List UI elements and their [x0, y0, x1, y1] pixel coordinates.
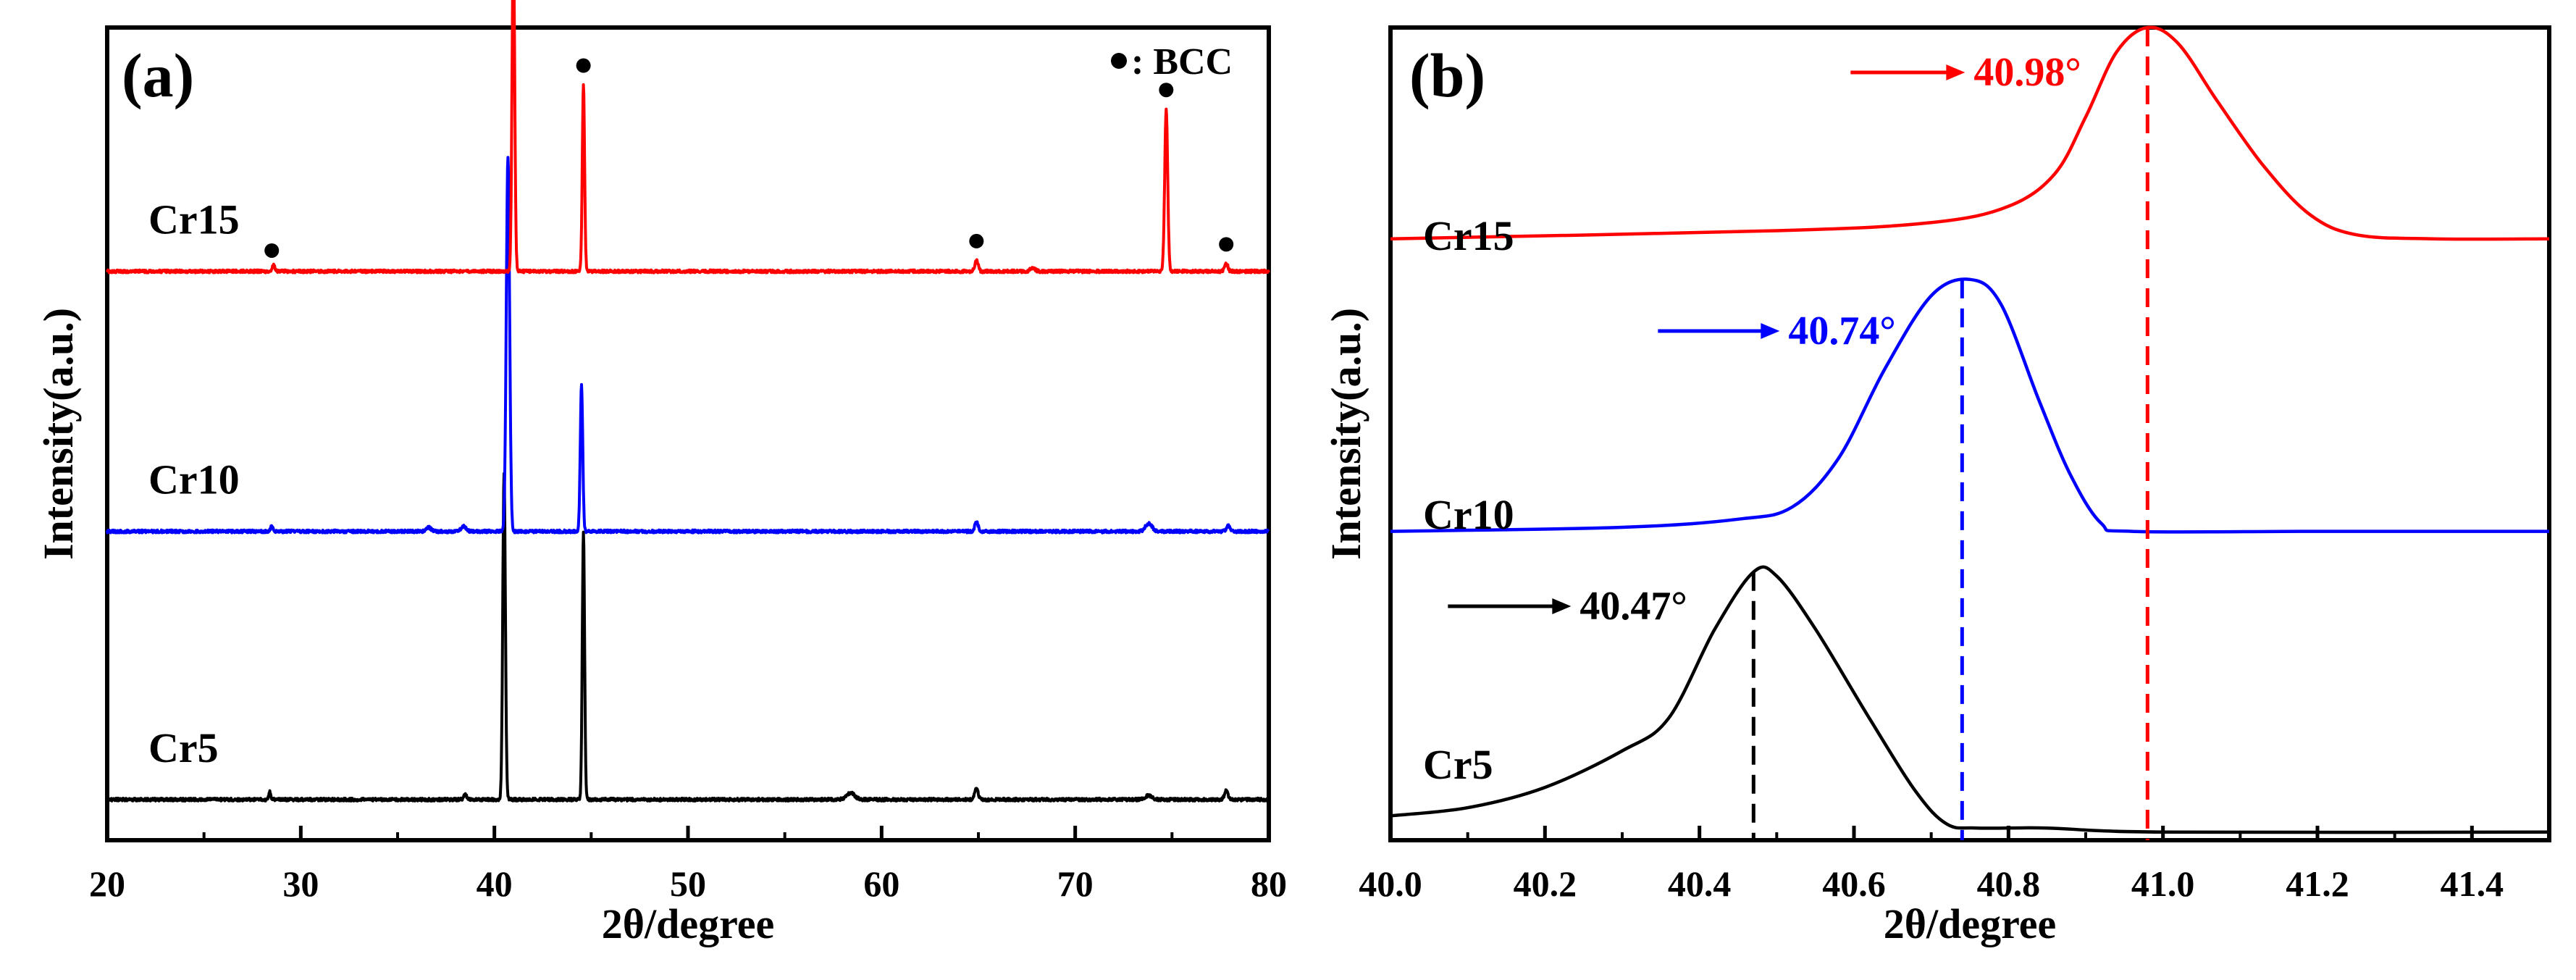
panel-a-series-label: Cr5: [148, 724, 219, 771]
peak-annotation: 40.74°: [1788, 309, 1895, 353]
panel-a-tick-label: 70: [1057, 863, 1094, 904]
panel-b-line-cr15: [1390, 25, 2550, 241]
panel-a-line-cr5: [106, 472, 1270, 803]
panel-a-line-cr10: [106, 156, 1270, 535]
arrow-head-icon: [1946, 64, 1965, 80]
panel-b-line-cr10: [1390, 277, 2549, 534]
panel-b-x-axis: 40.0 40.2 40.4 40.6 40.8 41.0 41.2 41.4: [1359, 826, 2504, 904]
panel-b-label: (b): [1409, 41, 1485, 110]
peak-annotation: 40.98°: [1973, 50, 2081, 95]
bcc-marker: [264, 243, 280, 258]
panel-b-series: Cr5 Cr10 Cr15: [1390, 25, 2550, 834]
panel-a-tick-label: 20: [89, 863, 125, 904]
panel-a-line-cr15: [106, 0, 1270, 275]
panel-b-tick-label: 40.0: [1359, 863, 1422, 904]
panel-b-series-label: Cr10: [1423, 491, 1514, 538]
panel-b-tick-label: 41.0: [2131, 863, 2195, 904]
bcc-legend: : BCC: [1111, 41, 1233, 83]
arrow-head-icon: [1552, 598, 1572, 614]
bcc-legend-text: : BCC: [1131, 41, 1233, 83]
panel-a-tick-label: 30: [282, 863, 319, 904]
panel-a-ylabel: Intensity(a.u.): [35, 308, 82, 560]
panel-a-bcc-markers: [264, 58, 1234, 258]
panel-b-frame: [1388, 25, 2551, 842]
panel-b-tick-label: 41.2: [2286, 863, 2349, 904]
panel-a-x-axis: 20 30 40 50 60 70 80: [89, 826, 1287, 904]
panel-b-tick-label: 40.2: [1514, 863, 1577, 904]
panel-a-xlabel: 2θ/degree: [602, 900, 775, 947]
peak-annotation: 40.47°: [1579, 584, 1687, 629]
arrow-head-icon: [1761, 323, 1780, 339]
bcc-marker: [576, 58, 591, 73]
panel-b-series-label: Cr5: [1423, 741, 1493, 788]
panel-a-series: Cr5 Cr10 Cr15: [106, 0, 1270, 803]
panel-b-xlabel: 2θ/degree: [1884, 900, 2057, 947]
panel-b-tick-label: 40.6: [1822, 863, 1886, 904]
panel-b-tick-label: 41.4: [2441, 863, 2504, 904]
panel-a-series-label: Cr10: [148, 456, 240, 503]
panel-a-label: (a): [122, 41, 194, 110]
bcc-marker: [969, 233, 984, 248]
panel-b-series-label: Cr15: [1423, 212, 1514, 259]
panel-a-tick-label: 60: [863, 863, 899, 904]
panel-a-tick-label: 40: [477, 863, 513, 904]
panel-a-frame: [105, 25, 1271, 842]
panel-a-series-label: Cr15: [148, 196, 240, 243]
bcc-marker: [1159, 83, 1174, 98]
bcc-marker: [1219, 237, 1234, 252]
panel-b-line-cr5: [1390, 565, 2550, 834]
panel-a: (a) : BCC 2θ/degree Intensity(a.u.) 20 30…: [35, 0, 1287, 947]
panel-a-tick-label: 50: [670, 863, 706, 904]
panel-b-ylabel: Intensity(a.u.): [1322, 308, 1369, 560]
panel-b-annotations: 40.47° 40.74° 40.98°: [1448, 28, 2149, 840]
panel-b-tick-label: 40.8: [1977, 863, 2041, 904]
bcc-legend-marker: [1111, 53, 1127, 69]
panel-b: (b) 2θ/degree Intensity(a.u.) 40.0 40.2 40…: [1322, 25, 2551, 947]
panel-a-tick-label: 80: [1251, 863, 1287, 904]
panel-b-tick-label: 40.4: [1668, 863, 1732, 904]
